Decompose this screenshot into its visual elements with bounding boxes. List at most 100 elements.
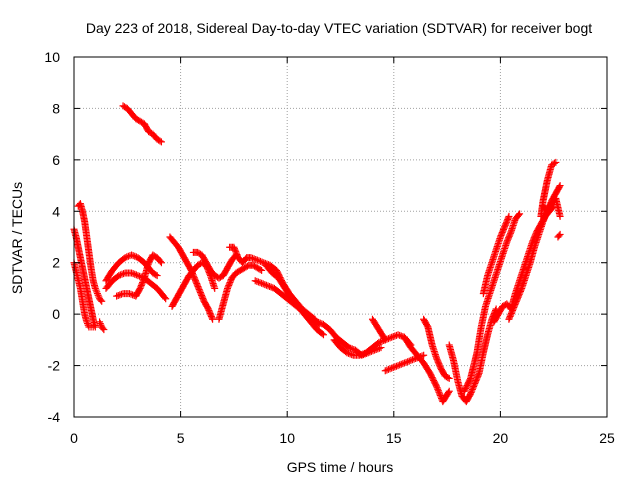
series-arc-1 [70,225,99,331]
data-point [434,387,442,395]
data-point [206,309,214,317]
data-point [140,276,148,284]
data-point [466,376,474,384]
data-point [247,254,255,262]
data-point [132,271,140,279]
series-arc-27 [537,158,560,220]
data-point [157,138,165,146]
data-point [397,332,405,340]
data-point [230,243,238,251]
data-point [400,359,408,367]
data-point [468,387,476,395]
data-point [388,364,396,372]
data-point [402,358,410,366]
data-point [410,355,418,363]
data-point [255,257,263,265]
series-arc-21 [420,315,453,382]
series-arc-20 [400,333,453,406]
data-point [471,378,479,386]
series-arc-12 [215,261,266,323]
data-point [555,232,563,240]
data-point [504,235,512,243]
data-point [384,365,392,373]
data-point [259,280,267,288]
data-point [432,354,440,362]
data-point [509,305,517,313]
data-point [204,305,212,313]
data-point [434,357,442,365]
data-point [131,252,139,260]
data-point [507,309,515,317]
data-point [193,281,201,289]
data-point [227,277,235,285]
data-point [435,360,443,368]
data-point [505,232,513,240]
data-point [233,251,241,259]
data-point [152,271,160,279]
data-point [516,289,524,297]
data-point [93,290,101,298]
data-point [266,283,274,290]
data-point [511,301,519,309]
data-point [506,312,514,320]
data-point [116,271,124,279]
data-point [348,351,356,359]
plot-frame [73,56,608,418]
data-point [319,331,327,339]
data-point [206,308,214,316]
data-point [517,287,525,295]
y-tick-label: 2 [52,255,60,271]
y-tick-label: 10 [44,49,60,65]
data-point [513,295,521,303]
data-point [470,381,478,389]
data-point [433,355,441,363]
data-point [139,279,147,287]
data-point [252,256,260,263]
y-tick-label: -4 [48,409,61,425]
data-point [509,306,517,314]
data-point [420,351,428,359]
data-point [224,284,232,292]
data-point [408,356,416,364]
data-point [399,360,407,368]
data-point [550,159,558,167]
data-point [161,293,169,301]
data-point [472,377,480,385]
y-axis-label: SDTVAR / TECUs [9,182,25,294]
data-point [209,315,217,323]
data-point [249,254,257,262]
data-point [125,290,133,298]
axis-ticks [73,56,608,418]
data-point [258,258,266,266]
data-point [258,279,266,287]
data-point [504,214,512,222]
data-point [115,272,123,280]
data-point [231,246,239,254]
data-point [468,385,476,393]
x-tick-label: 25 [599,430,615,446]
data-point [254,278,262,286]
data-point [389,333,397,341]
data-point [445,374,453,382]
data-point [226,279,234,287]
data-point [225,280,233,288]
data-point [198,291,206,299]
series-arc-2 [74,200,106,305]
data-point [253,256,261,264]
series-arc-18 [368,315,389,344]
data-point [501,223,509,231]
data-point [357,351,365,359]
data-point [467,390,475,398]
data-point [433,384,441,392]
data-point [156,257,164,265]
data-point [512,299,520,307]
data-point [131,270,139,278]
data-point [196,287,204,295]
data-point [262,281,270,289]
data-point [94,291,102,299]
data-point [556,182,564,190]
data-point [192,277,200,285]
data-point [501,221,509,229]
data-point [376,338,384,346]
